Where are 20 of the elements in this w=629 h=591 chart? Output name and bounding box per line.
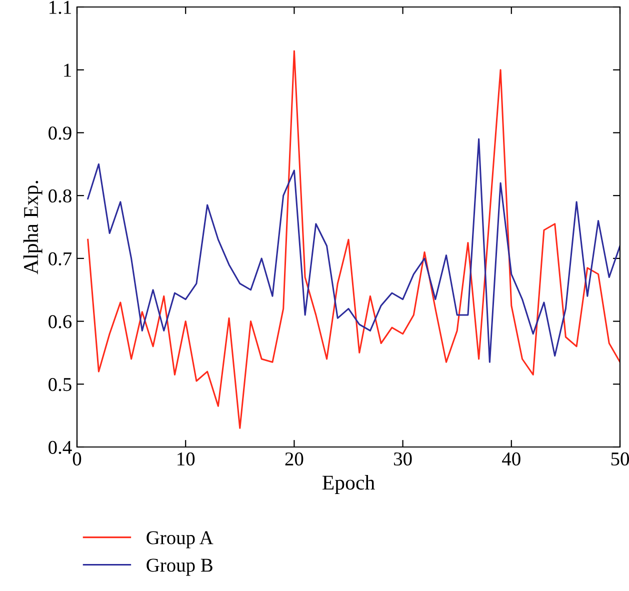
- line-series: [87, 50, 620, 429]
- x-tick-label: 20: [285, 452, 304, 466]
- legend-label: Group B: [146, 558, 212, 576]
- line-series: [87, 138, 620, 363]
- x-tick-label: 40: [502, 452, 520, 466]
- y-tick-label: 0.6: [48, 315, 72, 328]
- x-tick-label: 0: [72, 452, 82, 466]
- y-tick-label: 0.9: [48, 126, 72, 140]
- y-tick-label: 0.4: [48, 440, 72, 454]
- y-tick-label: 0.7: [48, 252, 72, 266]
- y-tick-label: 1.1: [50, 0, 71, 14]
- y-tick-label: 0.8: [48, 189, 72, 203]
- x-tick-label: 30: [394, 452, 412, 466]
- x-axis-title: Epoch: [322, 475, 375, 494]
- x-tick-label: 50: [611, 452, 629, 466]
- legend-label: Group A: [146, 531, 214, 548]
- y-axis-title: Alpha Exp.: [23, 180, 42, 274]
- y-tick-label: 0.5: [48, 378, 72, 392]
- y-tick-label: 1: [64, 64, 71, 77]
- x-tick-label: 10: [178, 452, 195, 466]
